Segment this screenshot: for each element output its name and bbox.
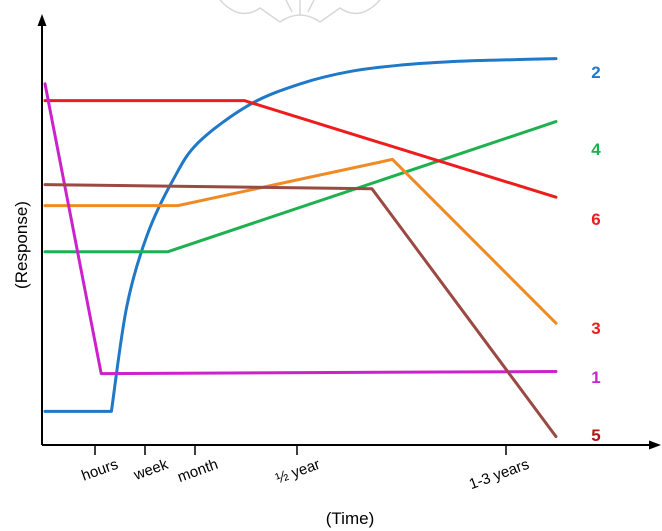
series-label-5: 5	[591, 426, 600, 445]
series-line-4	[43, 120, 558, 254]
series-label-2: 2	[591, 63, 600, 82]
x-tick-label: ½ year	[273, 456, 322, 488]
series-label-1: 1	[591, 368, 600, 387]
y-axis-label: (Response)	[12, 201, 31, 289]
series-labels: 2 4 6 3 1 5	[591, 63, 601, 445]
x-tick-label: week	[131, 456, 171, 484]
series-line-6	[43, 99, 558, 199]
x-tick-label: hours	[79, 456, 120, 485]
series-lines	[43, 57, 558, 439]
y-axis-arrowhead	[37, 14, 47, 26]
series-line-3	[43, 157, 558, 325]
x-tick-label: month	[175, 456, 220, 486]
series-label-6: 6	[591, 210, 600, 229]
watermark-emblem	[219, 0, 381, 23]
x-ticks: hours week month ½ year 1-3 years	[79, 445, 531, 493]
series-label-4: 4	[591, 140, 601, 159]
axes	[37, 14, 661, 450]
x-axis-arrowhead	[649, 440, 661, 450]
series-line-1	[43, 82, 558, 376]
series-line-5	[43, 183, 558, 439]
x-axis-label: (Time)	[326, 509, 374, 528]
series-label-3: 3	[591, 319, 600, 338]
x-tick-label: 1-3 years	[467, 456, 532, 493]
series-line-2	[43, 57, 558, 413]
